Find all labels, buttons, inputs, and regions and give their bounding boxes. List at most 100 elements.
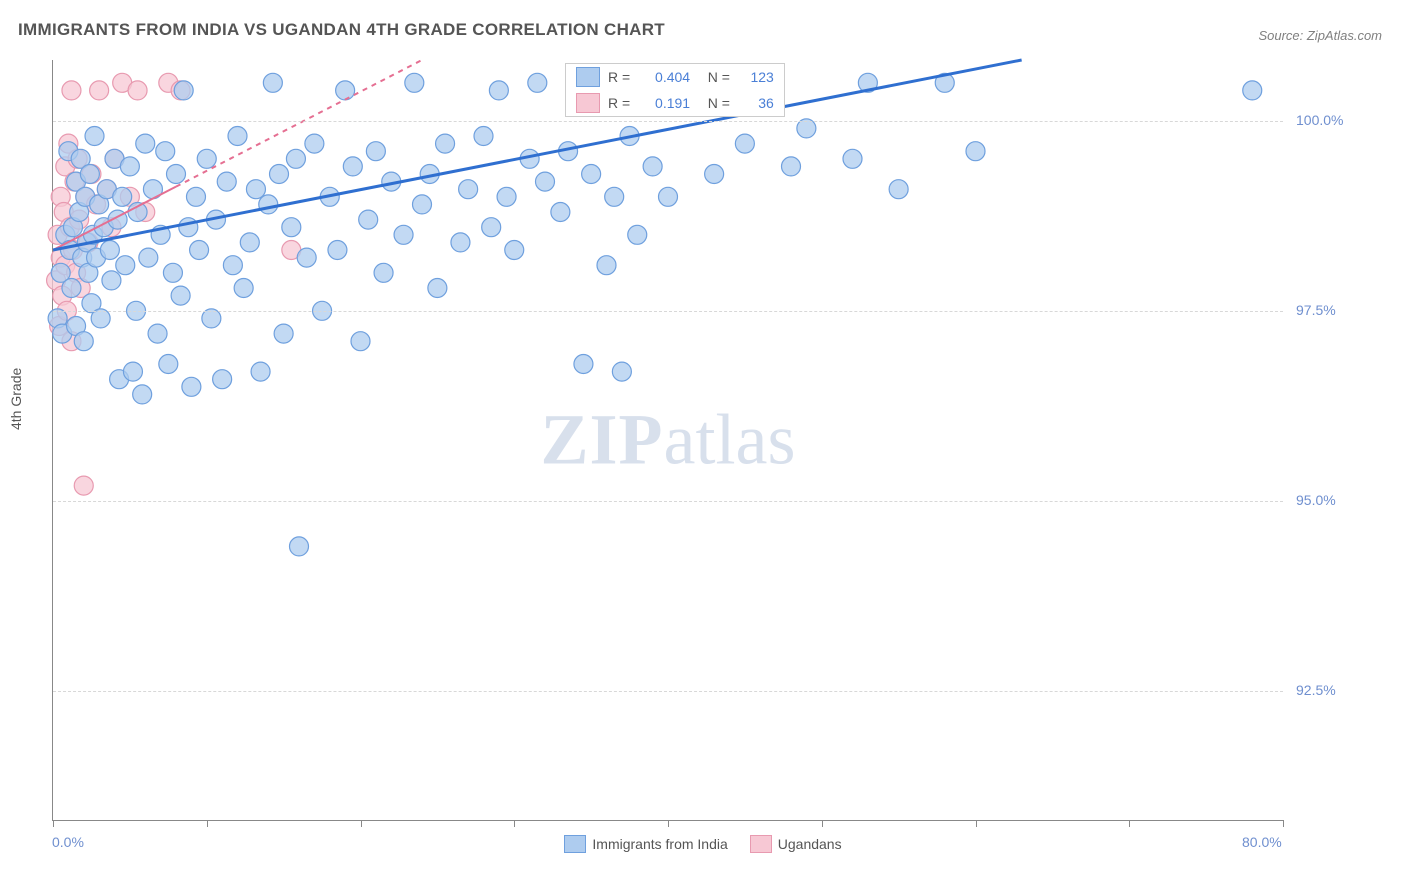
india-point — [274, 324, 293, 343]
uganda-point — [62, 81, 81, 100]
chart-container: { "title": "IMMIGRANTS FROM INDIA VS UGA… — [0, 0, 1406, 892]
legend-item: Immigrants from India — [564, 835, 727, 853]
y-tick-label: 97.5% — [1296, 302, 1336, 318]
india-point — [551, 203, 570, 222]
india-point — [136, 134, 155, 153]
india-point — [659, 187, 678, 206]
legend-swatch — [576, 67, 600, 87]
y-tick-label: 95.0% — [1296, 492, 1336, 508]
india-point — [574, 355, 593, 374]
chart-svg — [53, 60, 1283, 820]
india-point — [259, 195, 278, 214]
india-point — [123, 362, 142, 381]
india-point — [497, 187, 516, 206]
india-point — [628, 225, 647, 244]
india-point — [459, 180, 478, 199]
india-point — [156, 142, 175, 161]
uganda-point — [128, 81, 147, 100]
x-tick — [1129, 820, 1130, 827]
india-point — [159, 355, 178, 374]
india-point — [139, 248, 158, 267]
india-point — [102, 271, 121, 290]
india-point — [597, 256, 616, 275]
x-tick-label: 0.0% — [52, 834, 84, 850]
india-point — [405, 73, 424, 92]
x-tick — [514, 820, 515, 827]
india-point — [343, 157, 362, 176]
india-point — [889, 180, 908, 199]
india-point — [113, 187, 132, 206]
uganda-point — [74, 476, 93, 495]
india-point — [263, 73, 282, 92]
x-tick — [361, 820, 362, 827]
y-tick-label: 100.0% — [1296, 112, 1343, 128]
india-point — [782, 157, 801, 176]
india-point — [217, 172, 236, 191]
india-point — [85, 127, 104, 146]
chart-title: IMMIGRANTS FROM INDIA VS UGANDAN 4TH GRA… — [18, 20, 665, 40]
india-point — [133, 385, 152, 404]
stats-n-label: N = — [696, 69, 734, 85]
india-point — [167, 165, 186, 184]
india-point — [966, 142, 985, 161]
india-point — [428, 279, 447, 298]
india-point — [351, 332, 370, 351]
x-tick — [822, 820, 823, 827]
india-point — [374, 263, 393, 282]
india-point — [436, 134, 455, 153]
stats-r-label: R = — [608, 69, 634, 85]
india-point — [582, 165, 601, 184]
india-point — [843, 149, 862, 168]
stats-r-label: R = — [608, 95, 634, 111]
stats-row: R = 0.191 N = 36 — [566, 90, 784, 116]
india-point — [223, 256, 242, 275]
india-point — [359, 210, 378, 229]
legend-item: Ugandans — [750, 835, 842, 853]
stats-box: R = 0.404 N = 123R = 0.191 N = 36 — [565, 63, 785, 117]
india-point — [735, 134, 754, 153]
india-point — [186, 187, 205, 206]
india-point — [270, 165, 289, 184]
india-point — [643, 157, 662, 176]
india-point — [240, 233, 259, 252]
india-point — [297, 248, 316, 267]
india-point — [305, 134, 324, 153]
india-point — [148, 324, 167, 343]
legend-swatch — [576, 93, 600, 113]
uganda-point — [90, 81, 109, 100]
india-point — [100, 241, 119, 260]
source-label: Source: ZipAtlas.com — [1258, 28, 1382, 43]
gridline — [53, 121, 1283, 122]
bottom-legend: Immigrants from India Ugandans — [0, 835, 1406, 853]
india-point — [246, 180, 265, 199]
india-point — [163, 263, 182, 282]
india-point — [74, 332, 93, 351]
india-point — [474, 127, 493, 146]
india-point — [536, 172, 555, 191]
y-tick-label: 92.5% — [1296, 682, 1336, 698]
gridline — [53, 501, 1283, 502]
india-point — [120, 157, 139, 176]
india-point — [282, 218, 301, 237]
legend-label: Ugandans — [778, 836, 842, 852]
india-point — [182, 377, 201, 396]
india-point — [528, 73, 547, 92]
india-point — [290, 537, 309, 556]
india-point — [505, 241, 524, 260]
india-point — [228, 127, 247, 146]
india-point — [705, 165, 724, 184]
x-tick — [976, 820, 977, 827]
stats-n-label: N = — [696, 95, 734, 111]
legend-swatch — [750, 835, 772, 853]
x-tick — [207, 820, 208, 827]
y-axis-label: 4th Grade — [8, 368, 24, 430]
india-point — [336, 81, 355, 100]
india-point — [190, 241, 209, 260]
india-point — [286, 149, 305, 168]
india-point — [174, 81, 193, 100]
x-tick — [53, 820, 54, 827]
india-point — [179, 218, 198, 237]
india-point — [116, 256, 135, 275]
india-point — [80, 165, 99, 184]
india-point — [482, 218, 501, 237]
